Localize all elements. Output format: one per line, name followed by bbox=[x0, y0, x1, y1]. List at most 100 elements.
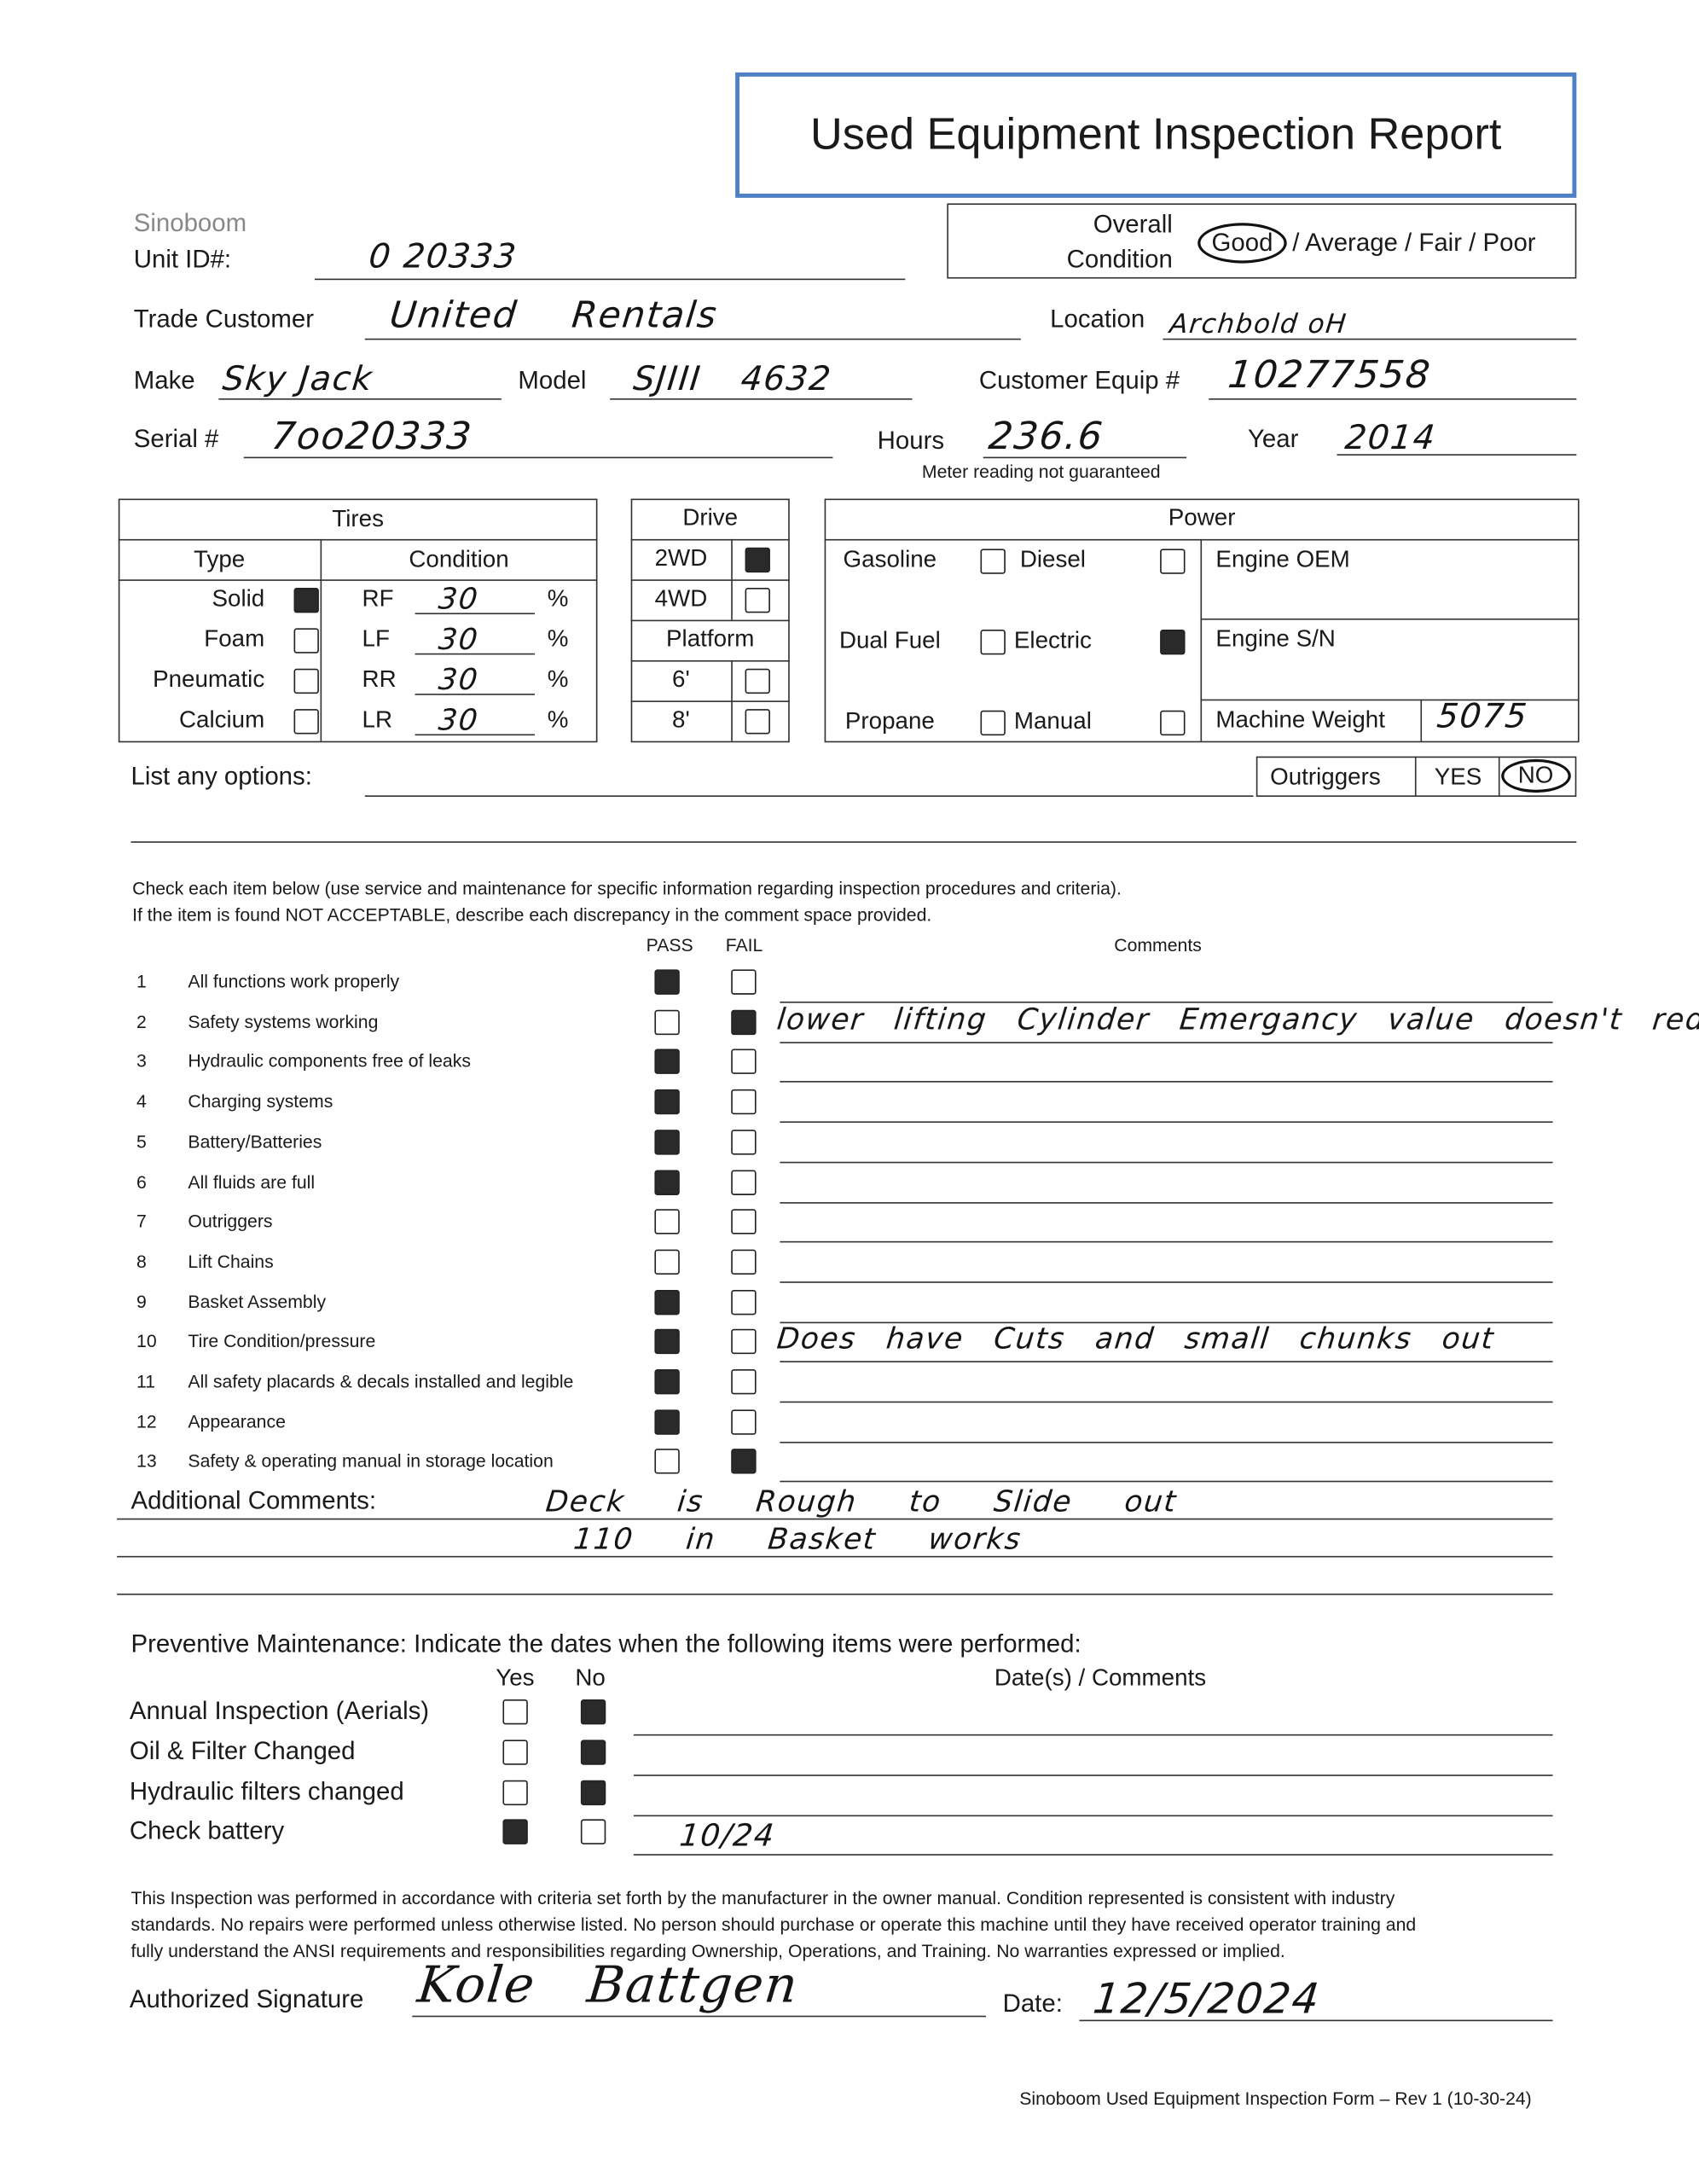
page-title: Used Equipment Inspection Report bbox=[810, 108, 1502, 160]
fail-checkbox[interactable] bbox=[731, 1329, 757, 1355]
pass-checkbox[interactable] bbox=[654, 1249, 680, 1275]
disclaimer-line-3: fully understand the ANSI requirements a… bbox=[130, 1940, 1285, 1961]
comment-line bbox=[780, 1241, 1553, 1243]
pm-no-checkbox[interactable] bbox=[580, 1699, 606, 1725]
tire-type-label: Pneumatic bbox=[153, 665, 265, 693]
fail-checkbox[interactable] bbox=[731, 969, 757, 995]
fail-checkbox[interactable] bbox=[731, 1089, 757, 1115]
drive-option-checkbox[interactable] bbox=[745, 709, 770, 735]
meter-note: Meter reading not guaranteed bbox=[921, 461, 1161, 482]
checklist-item-label: Tire Condition/pressure bbox=[188, 1330, 376, 1352]
pass-checkbox[interactable] bbox=[654, 1209, 680, 1234]
pass-checkbox[interactable] bbox=[654, 1009, 680, 1035]
drive-option-checkbox[interactable] bbox=[745, 588, 770, 613]
fail-checkbox[interactable] bbox=[731, 1009, 757, 1035]
power-option-label: Electric bbox=[1013, 626, 1092, 653]
fail-checkbox[interactable] bbox=[731, 1289, 757, 1315]
checklist-item-number: 5 bbox=[136, 1130, 147, 1152]
tire-type-checkbox[interactable] bbox=[293, 668, 319, 694]
pm-yes-checkbox[interactable] bbox=[502, 1780, 528, 1805]
pass-checkbox[interactable] bbox=[654, 1329, 680, 1355]
drive-option-checkbox[interactable] bbox=[745, 668, 770, 694]
pass-checkbox[interactable] bbox=[654, 1369, 680, 1395]
fail-checkbox[interactable] bbox=[731, 1129, 757, 1155]
checklist-item-label: Battery/Batteries bbox=[188, 1130, 322, 1152]
checklist-item-label: Lift Chains bbox=[188, 1251, 274, 1272]
tire-condition-value: 30 bbox=[437, 582, 481, 616]
checklist-item-number: 11 bbox=[136, 1370, 156, 1392]
power-option-checkbox[interactable] bbox=[1160, 549, 1186, 574]
location-label: Location bbox=[1050, 305, 1145, 334]
pass-checkbox[interactable] bbox=[654, 1169, 680, 1195]
checklist-item-label: All functions work properly bbox=[188, 971, 400, 992]
pass-checkbox[interactable] bbox=[654, 1409, 680, 1435]
pass-checkbox[interactable] bbox=[654, 1089, 680, 1115]
power-option-checkbox[interactable] bbox=[980, 630, 1006, 655]
pm-no-checkbox[interactable] bbox=[580, 1740, 606, 1765]
drive-option-label: 6' bbox=[672, 665, 690, 693]
pm-comment-line bbox=[633, 1814, 1553, 1816]
tire-type-checkbox[interactable] bbox=[293, 628, 319, 653]
engine-oem-label: Engine OEM bbox=[1215, 546, 1350, 573]
outriggers-yes[interactable]: YES bbox=[1434, 763, 1482, 790]
drive-section-header: Platform bbox=[666, 625, 755, 653]
table-divider bbox=[731, 579, 733, 620]
fail-checkbox[interactable] bbox=[731, 1369, 757, 1395]
table-divider bbox=[630, 579, 790, 581]
condition-other-options: / Average / Fair / Poor bbox=[1292, 228, 1536, 257]
pm-yes-checkbox[interactable] bbox=[502, 1740, 528, 1765]
power-option-label: Diesel bbox=[1019, 546, 1086, 573]
pass-checkbox[interactable] bbox=[654, 1289, 680, 1315]
pm-yes-checkbox[interactable] bbox=[502, 1820, 528, 1845]
pm-yes-checkbox[interactable] bbox=[502, 1699, 528, 1725]
pm-comment-line bbox=[633, 1734, 1553, 1736]
tire-condition-value: 30 bbox=[437, 663, 481, 697]
drive-option-label: 4WD bbox=[654, 584, 708, 612]
checklist-item-number: 8 bbox=[136, 1251, 147, 1272]
pm-yes-header: Yes bbox=[496, 1664, 535, 1692]
pass-checkbox[interactable] bbox=[654, 1129, 680, 1155]
tire-type-checkbox[interactable] bbox=[293, 709, 319, 735]
fail-checkbox[interactable] bbox=[731, 1249, 757, 1275]
pass-checkbox[interactable] bbox=[654, 1449, 680, 1475]
power-option-label: Dual Fuel bbox=[838, 626, 941, 653]
fail-checkbox[interactable] bbox=[731, 1449, 757, 1475]
comment-line bbox=[780, 1041, 1553, 1043]
pm-no-checkbox[interactable] bbox=[580, 1820, 606, 1845]
pm-no-checkbox[interactable] bbox=[580, 1780, 606, 1805]
power-option-checkbox[interactable] bbox=[980, 549, 1006, 574]
comment-line bbox=[780, 1281, 1553, 1283]
unit-id-value: 0 20333 bbox=[367, 236, 519, 276]
signature-image: Kole Battgen bbox=[415, 1957, 802, 2015]
tires-table bbox=[118, 498, 598, 743]
comment-line bbox=[780, 1161, 1553, 1164]
fail-checkbox[interactable] bbox=[731, 1169, 757, 1195]
checklist-item-label: Appearance bbox=[188, 1410, 286, 1432]
fail-checkbox[interactable] bbox=[731, 1049, 757, 1075]
pm-comment-line bbox=[633, 1854, 1553, 1856]
pass-checkbox[interactable] bbox=[654, 969, 680, 995]
power-option-label: Manual bbox=[1013, 707, 1092, 735]
checklist-item-number: 13 bbox=[136, 1450, 157, 1472]
comment-line bbox=[780, 1361, 1553, 1363]
pass-checkbox[interactable] bbox=[654, 1049, 680, 1075]
fail-checkbox[interactable] bbox=[731, 1409, 757, 1435]
power-option-label: Propane bbox=[844, 707, 935, 735]
hours-value: 236.6 bbox=[986, 415, 1106, 459]
power-option-checkbox[interactable] bbox=[980, 710, 1006, 736]
condition-good-selected[interactable]: Good bbox=[1197, 223, 1287, 264]
power-table bbox=[824, 498, 1580, 743]
tire-condition-value: 30 bbox=[437, 622, 481, 657]
trade-customer-value: United Rentals bbox=[387, 295, 720, 338]
comments-header: Comments bbox=[1114, 934, 1202, 956]
power-option-checkbox[interactable] bbox=[1160, 710, 1186, 736]
checklist-item-number: 10 bbox=[136, 1330, 157, 1352]
fail-checkbox[interactable] bbox=[731, 1209, 757, 1234]
drive-option-checkbox[interactable] bbox=[745, 547, 770, 573]
tire-type-checkbox[interactable] bbox=[293, 588, 319, 613]
power-option-checkbox[interactable] bbox=[1160, 630, 1186, 655]
pm-item-label: Oil & Filter Changed bbox=[129, 1736, 356, 1765]
checklist-item-label: Charging systems bbox=[188, 1090, 333, 1112]
outriggers-no-selected[interactable]: NO bbox=[1501, 758, 1570, 793]
overall-label: Overall bbox=[1093, 210, 1173, 239]
